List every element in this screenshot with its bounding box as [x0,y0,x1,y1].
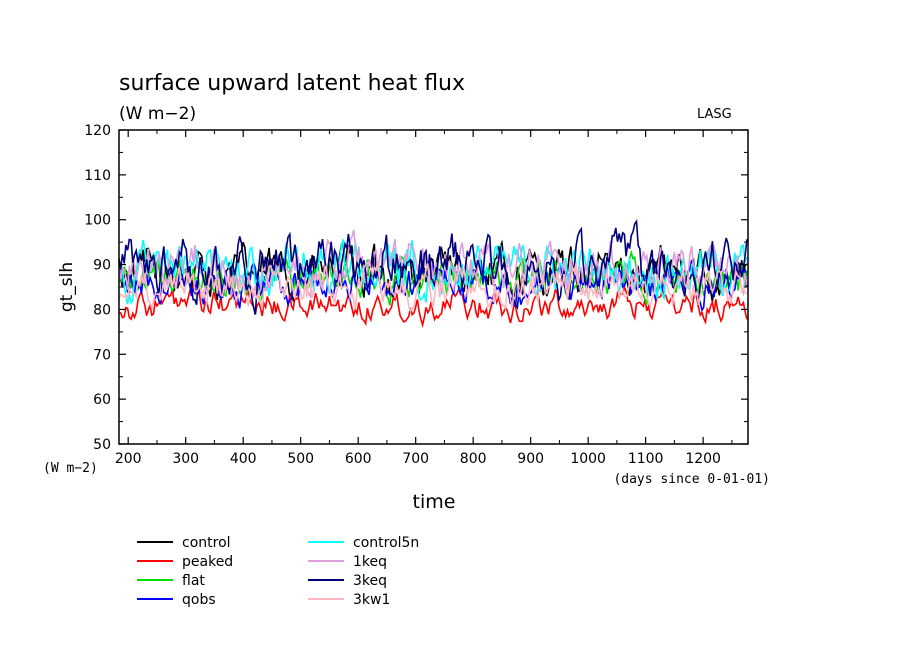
x-tick-label: 500 [287,451,314,467]
series-line-3kw1 [118,261,748,313]
y-tick-label: 110 [84,168,111,184]
y-tick-label: 90 [93,258,111,274]
y-tick-label: 70 [93,347,111,363]
legend-label-peaked: peaked [182,554,233,570]
x-tick-label: 300 [172,451,199,467]
series-layer [118,219,748,328]
x-tick-label: 800 [460,451,487,467]
x-tick-label: 1100 [628,451,664,467]
axis-layer: 200 300 400 500 600 700 800 900 1000 1100 1200 50 60… [84,123,748,467]
x-unit-label: (days since 0-01-01) [613,472,770,487]
x-tick-label: 400 [230,451,257,467]
legend-label-1keq: 1keq [353,554,387,570]
y-tick-label: 50 [93,437,111,453]
x-tick-label: 700 [402,451,429,467]
y-tick-label: 60 [93,392,111,408]
legend-label-flat: flat [182,573,205,589]
x-axis-label: time [413,491,456,513]
x-tick-label: 600 [345,451,372,467]
y-axis-label: gt_slh [57,262,77,312]
watermark-label: LASG [697,107,732,122]
y-tick-label: 80 [93,302,111,318]
chart-title: surface upward latent heat flux [119,71,465,96]
chart-subtitle: (W m−2) [119,104,196,124]
x-tick-label: 900 [517,451,544,467]
y-tick-label: 120 [84,123,111,139]
legend-label-control: control [182,535,231,551]
legend-label-3kw1: 3kw1 [353,592,390,608]
series-line-1keq [118,229,748,300]
legend-label-control5n: control5n [353,535,419,551]
series-line-peaked [118,284,748,328]
legend-label-3keq: 3keq [353,573,387,589]
x-tick-label: 1200 [685,451,721,467]
y-tick-label: 100 [84,213,111,229]
y-unit-label: (W m−2) [43,461,98,476]
x-tick-label: 1000 [570,451,606,467]
legend-label-qobs: qobs [182,592,216,608]
legend: control peaked flat qobs control5n 1keq 3keq 3k… [137,535,419,608]
x-tick-label: 200 [115,451,142,467]
